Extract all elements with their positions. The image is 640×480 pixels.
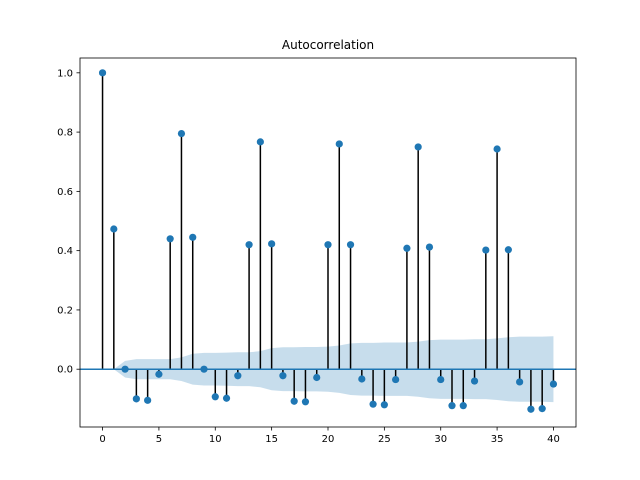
plot-area: 0 5 10 15 20 25 30 35 40 0.0 0.2 0.4 0.6 0.8 1.0 — [57, 68, 576, 445]
x-tick-label: 30 — [434, 434, 447, 445]
point-lag-1 — [110, 225, 118, 233]
point-lag-15 — [268, 240, 276, 248]
point-lag-39 — [538, 405, 546, 413]
point-lag-23 — [358, 375, 366, 383]
y-tick-label: 1.0 — [57, 68, 73, 79]
point-lag-9 — [200, 365, 208, 373]
point-lag-35 — [493, 145, 501, 153]
markers-group — [98, 69, 558, 413]
point-lag-21 — [335, 140, 343, 148]
point-lag-32 — [459, 402, 467, 410]
point-lag-38 — [527, 405, 535, 413]
y-tick-label: 0.6 — [57, 187, 73, 198]
x-tick-label: 5 — [156, 434, 162, 445]
point-lag-40 — [549, 380, 558, 388]
chart-title: Autocorrelation — [282, 38, 374, 52]
point-lag-37 — [516, 378, 524, 386]
point-lag-17 — [290, 397, 298, 405]
point-lag-10 — [211, 393, 219, 401]
point-lag-11 — [222, 394, 231, 402]
point-lag-18 — [301, 398, 310, 406]
point-lag-20 — [324, 241, 332, 249]
point-lag-31 — [448, 402, 456, 410]
x-tick-label: 15 — [265, 434, 278, 445]
x-tick-label: 25 — [378, 434, 391, 445]
point-lag-8 — [189, 233, 197, 241]
point-lag-28 — [414, 143, 422, 151]
point-lag-12 — [234, 372, 242, 380]
point-lag-2 — [121, 365, 129, 373]
point-lag-25 — [380, 401, 388, 409]
x-tick-label: 40 — [547, 434, 560, 445]
y-axis: 0.0 0.2 0.4 0.6 0.8 1.0 — [57, 68, 80, 376]
point-lag-33 — [470, 377, 479, 385]
point-lag-24 — [369, 400, 377, 408]
point-lag-36 — [504, 246, 512, 254]
point-lag-0 — [98, 69, 107, 77]
point-lag-5 — [155, 370, 163, 378]
point-lag-14 — [256, 138, 264, 146]
stems-group — [101, 72, 555, 410]
point-lag-30 — [437, 375, 445, 384]
y-tick-label: 0.2 — [57, 305, 73, 316]
point-lag-19 — [313, 373, 321, 382]
point-lag-3 — [132, 395, 140, 403]
y-tick-label: 0.4 — [57, 246, 73, 257]
x-tick-label: 10 — [209, 434, 222, 445]
point-lag-6 — [166, 235, 174, 243]
point-lag-16 — [279, 372, 287, 380]
point-lag-29 — [425, 243, 434, 251]
x-tick-label: 0 — [99, 434, 105, 445]
point-lag-26 — [392, 375, 400, 384]
y-tick-label: 0.0 — [57, 365, 73, 376]
x-tick-label: 35 — [491, 434, 504, 445]
point-lag-34 — [482, 246, 490, 254]
x-tick-label: 20 — [322, 434, 335, 445]
point-lag-22 — [346, 241, 355, 249]
point-lag-7 — [177, 129, 186, 138]
point-lag-4 — [144, 396, 152, 404]
x-axis: 0 5 10 15 20 25 30 35 40 — [99, 427, 560, 445]
point-lag-13 — [245, 241, 253, 249]
y-tick-label: 0.8 — [57, 128, 73, 139]
axes-frame — [79, 57, 577, 428]
point-lag-27 — [403, 244, 411, 252]
